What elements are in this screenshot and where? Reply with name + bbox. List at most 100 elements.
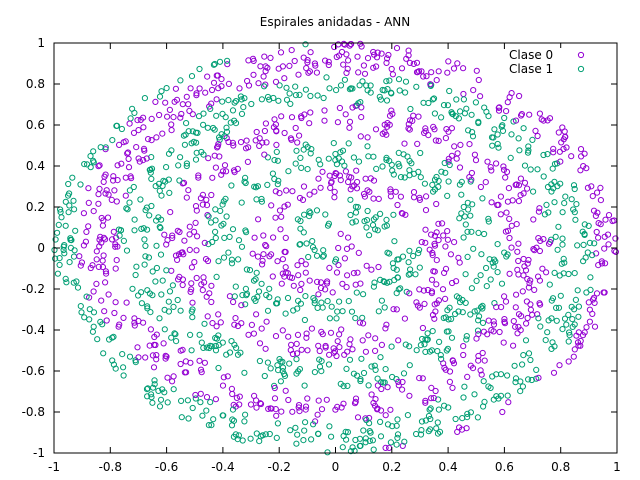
point-clase-1 <box>318 299 325 306</box>
point-clase-0 <box>303 334 310 341</box>
point-clase-1 <box>372 214 379 221</box>
point-clase-1 <box>141 236 148 243</box>
point-clase-1 <box>229 416 236 423</box>
point-clase-0 <box>193 247 200 254</box>
point-clase-1 <box>378 379 385 386</box>
point-clase-0 <box>445 58 452 65</box>
point-clase-1 <box>223 124 230 131</box>
point-clase-0 <box>289 350 296 358</box>
point-clase-0 <box>416 375 423 382</box>
point-clase-1 <box>426 406 433 413</box>
point-clase-0 <box>135 354 142 361</box>
point-clase-1 <box>485 218 492 225</box>
point-clase-0 <box>399 386 406 393</box>
point-clase-0 <box>593 290 601 297</box>
point-clase-0 <box>220 374 227 381</box>
point-clase-0 <box>395 337 402 344</box>
x-tick-label: 0.6 <box>495 460 514 474</box>
point-clase-0 <box>187 85 194 92</box>
point-clase-0 <box>200 274 207 281</box>
point-clase-0 <box>333 269 341 276</box>
point-clase-1 <box>320 247 327 254</box>
point-clase-0 <box>192 203 200 210</box>
point-clase-1 <box>130 183 137 191</box>
point-clase-1 <box>324 222 332 229</box>
point-clase-1 <box>467 178 474 185</box>
point-clase-1 <box>189 306 196 313</box>
point-clase-0 <box>237 139 245 146</box>
point-clase-0 <box>135 127 142 134</box>
point-clase-0 <box>215 141 222 148</box>
point-clase-0 <box>307 109 314 116</box>
point-clase-0 <box>174 256 181 263</box>
point-clase-1 <box>84 161 91 168</box>
point-clase-1 <box>347 196 354 203</box>
point-clase-1 <box>471 308 478 315</box>
point-clase-1 <box>132 271 139 279</box>
point-clase-1 <box>525 143 532 150</box>
point-clase-0 <box>333 53 340 61</box>
point-clase-0 <box>162 355 169 362</box>
point-clase-0 <box>431 242 439 249</box>
point-clase-1 <box>441 402 448 409</box>
point-clase-1 <box>182 131 189 138</box>
point-clase-1 <box>352 203 359 210</box>
point-clase-1 <box>485 215 492 222</box>
point-clase-1 <box>153 242 160 249</box>
point-clase-0 <box>272 333 280 340</box>
point-clase-1 <box>237 93 244 100</box>
point-clase-1 <box>370 216 377 223</box>
point-clase-0 <box>180 179 188 186</box>
point-clase-0 <box>218 76 225 83</box>
point-clase-0 <box>364 187 371 194</box>
point-clase-0 <box>302 403 310 410</box>
point-clase-0 <box>344 348 351 355</box>
point-clase-1 <box>231 341 238 348</box>
point-clase-1 <box>57 206 64 213</box>
point-clase-1 <box>341 76 348 83</box>
point-clase-1 <box>445 178 452 185</box>
point-clase-1 <box>508 131 515 138</box>
point-clase-0 <box>196 85 203 92</box>
y-tick-label: 0.6 <box>26 118 45 132</box>
point-clase-0 <box>103 317 110 324</box>
point-clase-1 <box>246 267 254 274</box>
point-clase-0 <box>413 69 421 76</box>
point-clase-0 <box>258 325 265 332</box>
point-clase-1 <box>559 209 566 216</box>
point-clase-0 <box>260 73 267 80</box>
point-clase-0 <box>523 320 530 327</box>
point-clase-0 <box>460 343 467 350</box>
point-clase-0 <box>500 339 507 346</box>
point-clase-0 <box>136 158 143 165</box>
point-clase-1 <box>542 337 549 344</box>
point-clase-0 <box>363 262 370 269</box>
point-clase-0 <box>406 290 413 297</box>
point-clase-0 <box>263 139 270 146</box>
point-clase-0 <box>201 359 208 366</box>
point-clase-1 <box>446 87 453 95</box>
point-clase-1 <box>429 181 436 188</box>
x-tick-label: -0.8 <box>99 460 122 474</box>
point-clase-0 <box>609 217 616 225</box>
point-clase-1 <box>219 339 226 346</box>
point-clase-1 <box>395 256 402 263</box>
point-clase-0 <box>105 191 112 198</box>
point-clase-0 <box>153 331 160 338</box>
point-clase-1 <box>383 154 390 161</box>
point-clase-0 <box>321 107 328 114</box>
point-clase-0 <box>261 127 268 135</box>
point-clase-1 <box>72 227 79 234</box>
point-clase-0 <box>347 186 354 193</box>
point-clase-1 <box>395 160 402 167</box>
point-clase-1 <box>292 424 299 431</box>
point-clase-0 <box>519 288 526 295</box>
point-clase-1 <box>370 283 377 290</box>
point-clase-0 <box>550 369 558 376</box>
point-clase-1 <box>142 207 149 214</box>
point-clase-0 <box>172 85 179 92</box>
point-clase-0 <box>208 298 215 306</box>
point-clase-1 <box>328 303 335 310</box>
point-clase-1 <box>119 351 126 358</box>
point-clase-0 <box>378 341 385 348</box>
